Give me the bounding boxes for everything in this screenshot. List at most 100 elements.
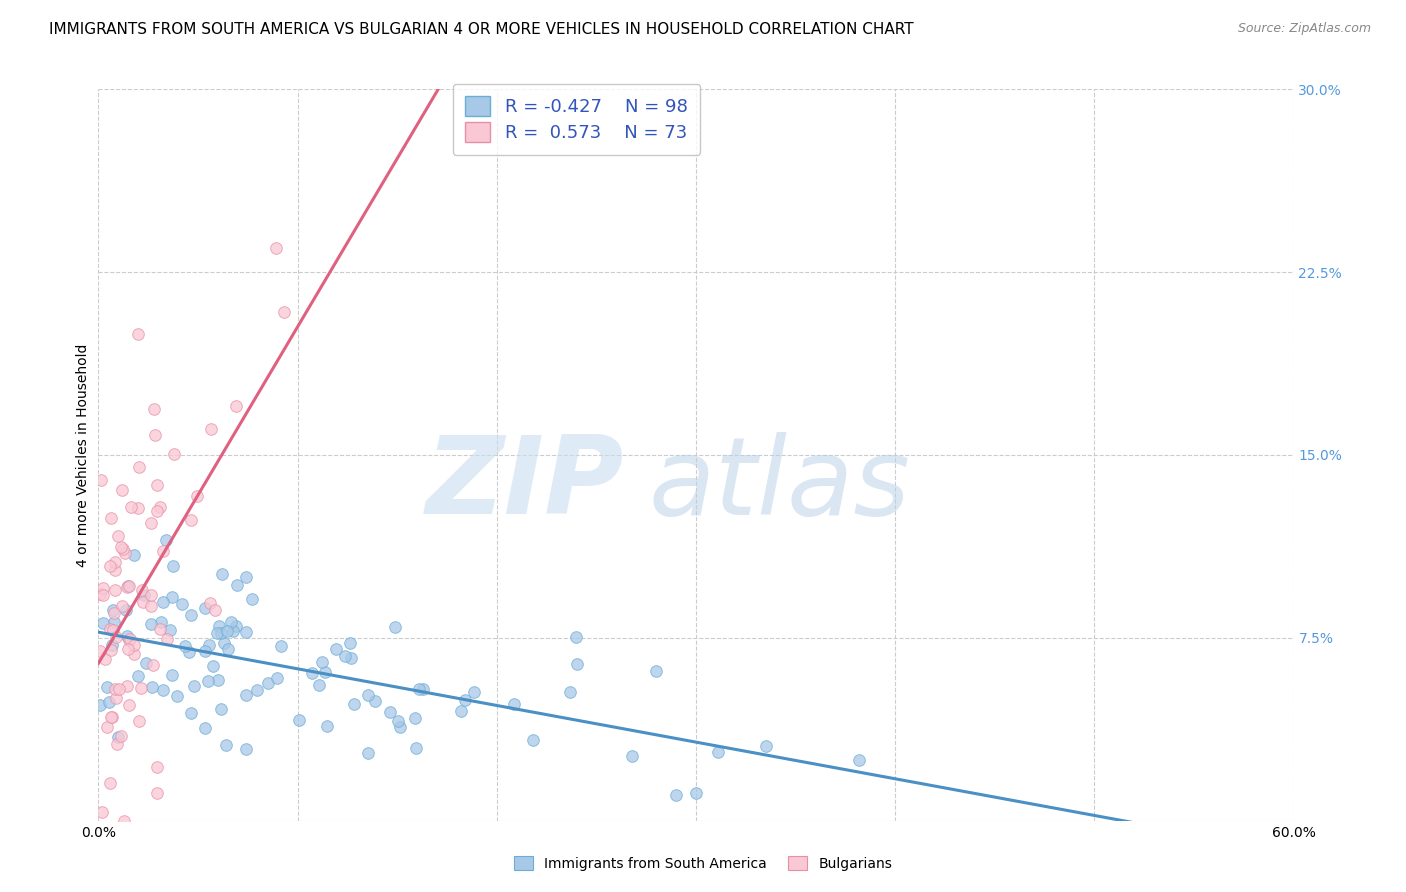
- Point: [128, 460, 150, 475]
- Point: [149, 615, 172, 629]
- Point: [107, 529, 129, 543]
- Point: [142, 657, 165, 672]
- Point: [110, 540, 132, 554]
- Point: [127, 500, 149, 515]
- Point: [115, 629, 138, 643]
- Point: [198, 596, 221, 610]
- Point: [117, 641, 139, 656]
- Point: [246, 682, 269, 697]
- Point: [644, 664, 666, 678]
- Legend: R = -0.427    N = 98, R =  0.573    N = 73: R = -0.427 N = 98, R = 0.573 N = 73: [453, 84, 700, 155]
- Point: [308, 678, 330, 692]
- Point: [226, 578, 249, 592]
- Point: [101, 710, 124, 724]
- Point: [159, 623, 181, 637]
- Point: [162, 558, 184, 573]
- Point: [357, 746, 380, 760]
- Point: [314, 665, 336, 679]
- Point: [256, 675, 278, 690]
- Point: [174, 639, 197, 653]
- Point: [242, 591, 264, 606]
- Point: [388, 720, 411, 734]
- Point: [143, 428, 166, 442]
- Point: [90, 805, 112, 819]
- Point: [193, 601, 215, 615]
- Point: [180, 513, 202, 527]
- Point: [204, 602, 226, 616]
- Point: [127, 326, 149, 341]
- Point: [316, 719, 339, 733]
- Point: [141, 599, 163, 613]
- Point: [139, 616, 162, 631]
- Point: [96, 680, 118, 694]
- Point: [207, 673, 229, 687]
- Point: [264, 241, 287, 255]
- Point: [755, 739, 778, 754]
- Point: [98, 775, 121, 789]
- Point: [707, 745, 730, 759]
- Point: [685, 786, 707, 800]
- Point: [200, 422, 222, 436]
- Point: [288, 713, 311, 727]
- Point: [111, 541, 134, 556]
- Point: [180, 607, 202, 622]
- Point: [110, 729, 132, 743]
- Point: [103, 623, 125, 637]
- Point: [205, 626, 228, 640]
- Point: [98, 559, 121, 574]
- Point: [111, 483, 134, 497]
- Point: [209, 626, 232, 640]
- Point: [104, 630, 127, 644]
- Point: [502, 697, 524, 711]
- Point: [301, 666, 323, 681]
- Point: [235, 625, 257, 640]
- Point: [186, 489, 208, 503]
- Text: atlas: atlas: [648, 432, 910, 537]
- Point: [98, 695, 121, 709]
- Point: [145, 477, 167, 491]
- Point: [100, 709, 122, 723]
- Point: [114, 546, 136, 560]
- Point: [311, 655, 333, 669]
- Point: [104, 563, 127, 577]
- Point: [180, 706, 202, 720]
- Point: [343, 698, 366, 712]
- Point: [104, 582, 127, 597]
- Point: [105, 737, 128, 751]
- Point: [132, 595, 155, 609]
- Point: [215, 624, 238, 638]
- Point: [333, 649, 356, 664]
- Point: [266, 671, 288, 685]
- Point: [405, 741, 427, 756]
- Point: [118, 698, 141, 712]
- Point: [115, 603, 138, 617]
- Point: [129, 681, 152, 695]
- Point: [118, 632, 141, 647]
- Point: [273, 305, 295, 319]
- Point: [560, 685, 582, 699]
- Point: [209, 702, 232, 716]
- Point: [235, 742, 257, 756]
- Point: [222, 624, 245, 639]
- Point: [101, 638, 124, 652]
- Point: [404, 711, 426, 725]
- Text: IMMIGRANTS FROM SOUTH AMERICA VS BULGARIAN 4 OR MORE VEHICLES IN HOUSEHOLD CORRE: IMMIGRANTS FROM SOUTH AMERICA VS BULGARI…: [49, 22, 914, 37]
- Point: [111, 599, 134, 613]
- Point: [103, 602, 125, 616]
- Point: [127, 668, 149, 682]
- Point: [152, 544, 174, 558]
- Point: [104, 691, 127, 706]
- Point: [364, 694, 387, 708]
- Point: [197, 673, 219, 688]
- Point: [522, 733, 544, 747]
- Point: [172, 597, 194, 611]
- Point: [665, 788, 688, 802]
- Point: [378, 705, 401, 719]
- Point: [217, 642, 239, 657]
- Legend: Immigrants from South America, Bulgarians: Immigrants from South America, Bulgarian…: [508, 851, 898, 876]
- Point: [90, 473, 112, 487]
- Point: [104, 555, 127, 569]
- Point: [848, 753, 870, 767]
- Point: [160, 668, 183, 682]
- Point: [135, 657, 157, 671]
